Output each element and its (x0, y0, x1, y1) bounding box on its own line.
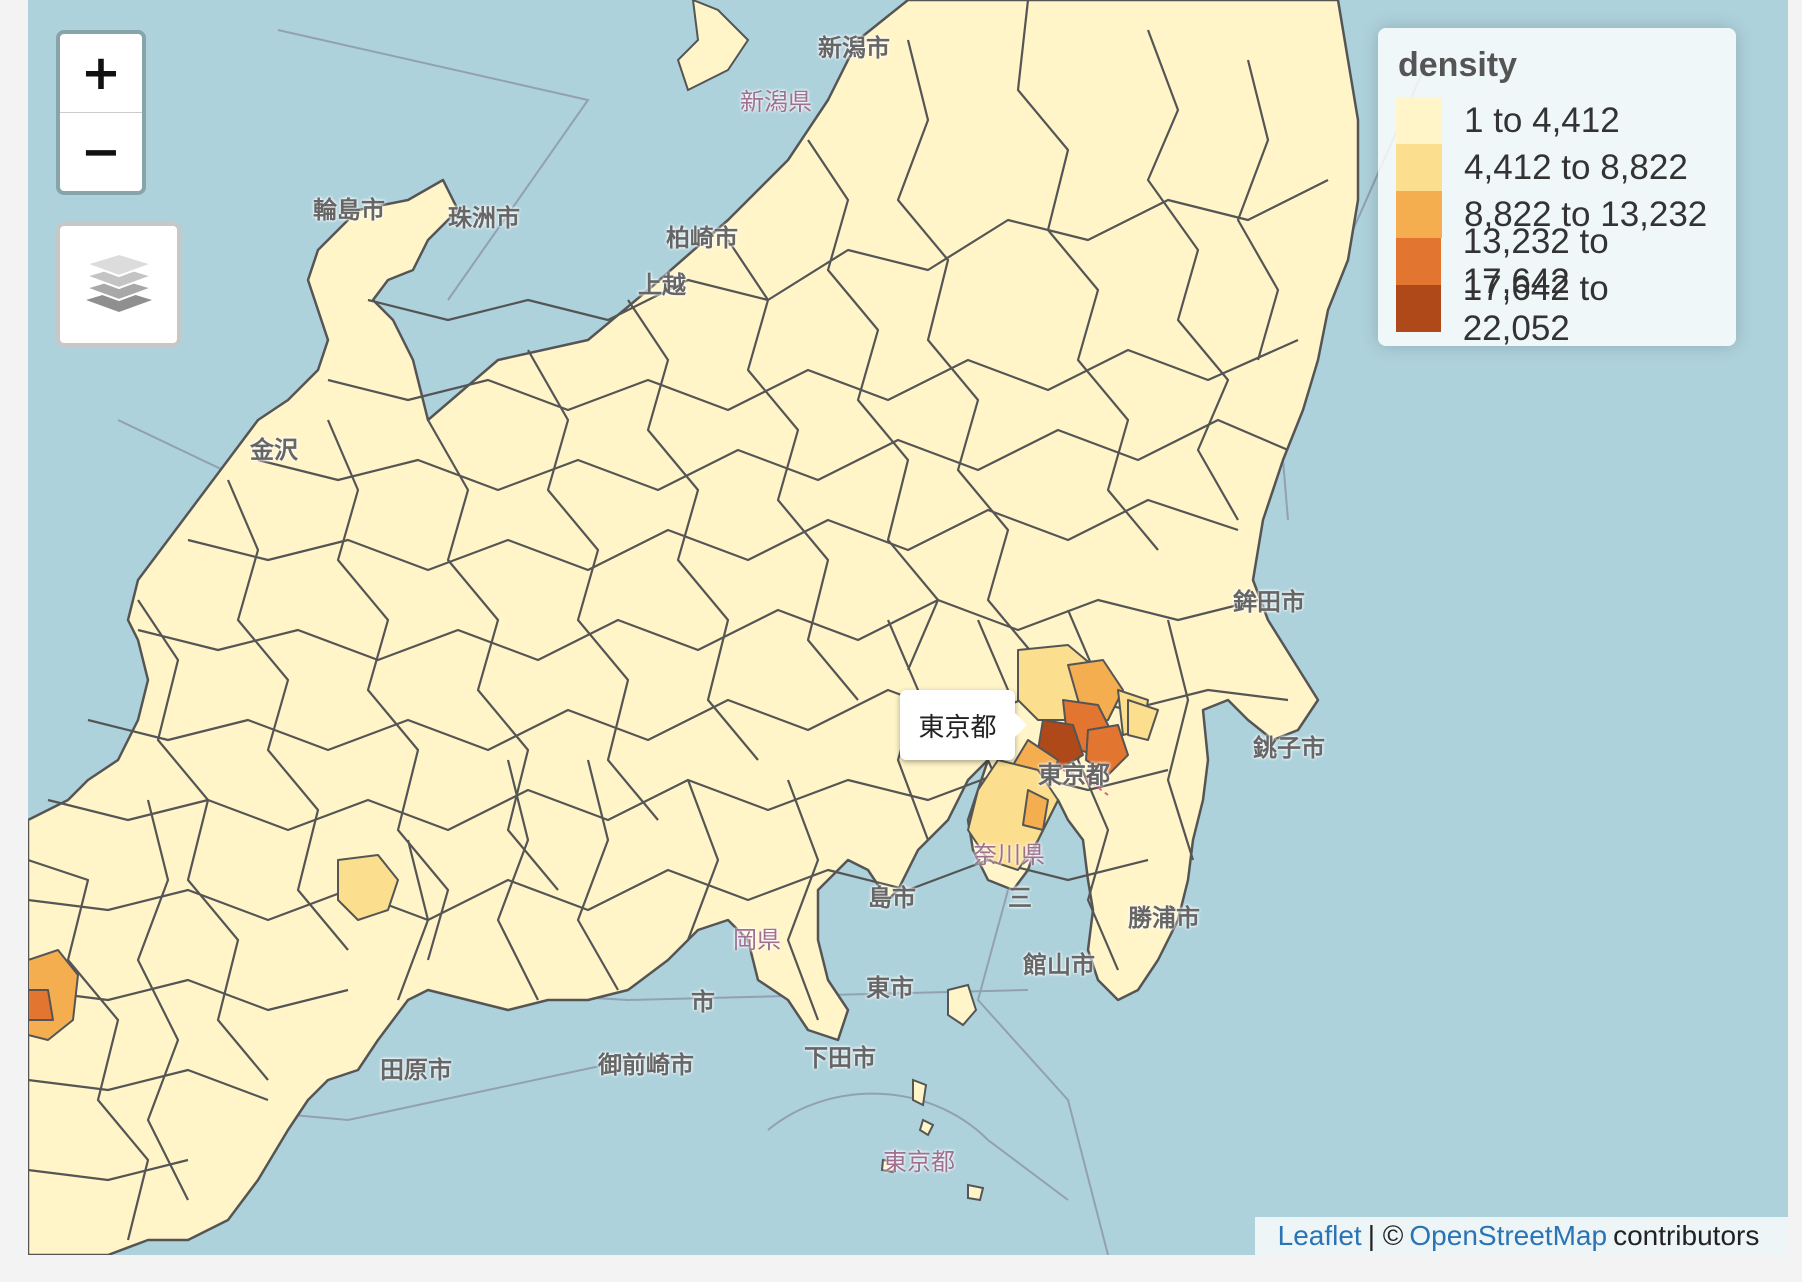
layers-control-button[interactable] (56, 222, 181, 347)
attribution-suffix: contributors (1613, 1220, 1760, 1251)
label-tahara: 田原市 (380, 1056, 452, 1084)
label-tokyo-island: 東京都 (883, 1148, 955, 1176)
label-joetsu: 上越 (638, 271, 686, 299)
zoom-control: + − (56, 30, 146, 195)
label-niigata-city: 新潟市 (818, 34, 890, 62)
hover-tooltip: 東京都 (900, 690, 1027, 760)
label-shizuoka-pref: 岡県 (733, 926, 781, 954)
legend-swatch (1396, 238, 1441, 285)
zoom-out-button[interactable]: − (80, 124, 122, 180)
tokyo-boundary-dash (1062, 769, 1109, 796)
layers-icon (82, 250, 156, 319)
label-hokota: 鉾田市 (1233, 588, 1305, 616)
label-suzu: 珠洲市 (448, 204, 520, 232)
label-choshi: 銚子市 (1253, 734, 1325, 762)
legend-swatch (1396, 285, 1441, 332)
legend-item: 1 to 4,412 (1396, 97, 1718, 144)
osm-link[interactable]: OpenStreetMap (1409, 1220, 1608, 1251)
attribution-separator: | © (1367, 1220, 1404, 1251)
legend-swatch (1396, 144, 1442, 191)
legend-item: 17,642 to 22,052 (1396, 269, 1718, 348)
label-fuji: 市 (691, 988, 715, 1016)
legend-label: 13,232 to 17,642 (1462, 221, 1609, 301)
label-wajima: 輪島市 (313, 196, 385, 224)
legend-swatch (1396, 191, 1442, 238)
label-miura: 三 (1008, 884, 1032, 912)
legend-title: density (1398, 46, 1518, 84)
label-omaezaki: 御前崎市 (598, 1051, 694, 1079)
legend-item: 13,232 to 17,642 (1396, 222, 1718, 301)
legend-label: 4,412 to 8,822 (1464, 147, 1688, 187)
label-kashiwazaki: 柏崎市 (666, 224, 738, 252)
legend: density 1 to 4,412 4,412 to 8,822 8,822 … (1378, 28, 1736, 348)
label-kanagawa: 奈川県 (973, 841, 1045, 869)
label-katsuura: 勝浦市 (1128, 904, 1200, 932)
label-ito: 東市 (866, 974, 914, 1002)
legend-item: 4,412 to 8,822 (1396, 144, 1718, 191)
legend-label: 1 to 4,412 (1464, 100, 1620, 140)
label-tokyo-to: 東京都 (1038, 761, 1110, 789)
attribution: Leaflet | © OpenStreetMap contributors (1255, 1217, 1788, 1255)
zoom-in-button[interactable]: + (60, 34, 142, 113)
label-tateyama: 館山市 (1023, 951, 1095, 979)
islands (676, 0, 985, 1202)
label-niigata-pref: 新潟県 (740, 88, 812, 116)
label-mishima: 島市 (868, 884, 916, 912)
density-areas (28, 644, 1159, 1041)
legend-label: 17,642 to 22,052 (1462, 268, 1609, 348)
label-kanazawa: 金沢 (250, 436, 298, 464)
municipal-borders (28, 0, 1329, 1241)
leaflet-link[interactable]: Leaflet (1277, 1220, 1362, 1251)
legend-label: 8,822 to 13,232 (1464, 194, 1708, 234)
legend-item: 8,822 to 13,232 (1396, 191, 1718, 238)
legend-swatch (1396, 97, 1442, 144)
label-shimoda: 下田市 (804, 1044, 876, 1072)
